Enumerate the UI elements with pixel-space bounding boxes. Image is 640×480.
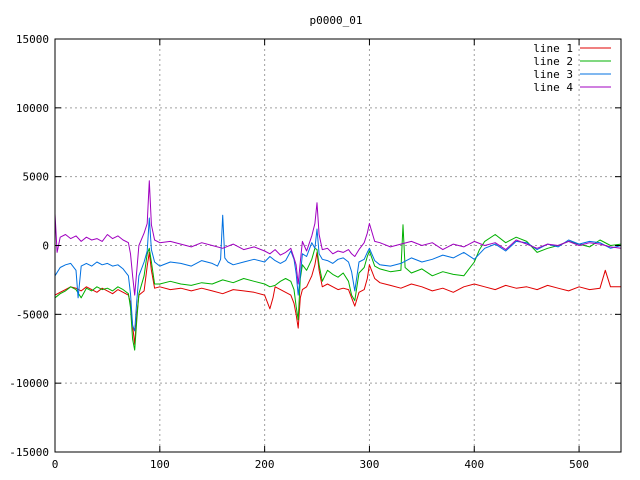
y-tick-label: -5000 — [16, 308, 49, 321]
y-tick-label: 10000 — [16, 102, 49, 115]
series-line-3 — [54, 214, 622, 332]
x-tick-label: 300 — [360, 458, 380, 471]
x-tick-label: 200 — [255, 458, 275, 471]
x-tick-label: 0 — [52, 458, 59, 471]
y-tick-label: 0 — [42, 240, 49, 253]
tick-labels: 0 100 200 300 400 500 -15000 -10000 -5000 0 5000 10… — [9, 33, 621, 471]
series-layer — [54, 180, 622, 351]
series-line-1 — [54, 251, 621, 346]
legend-label-4: line 4 — [533, 81, 573, 94]
grid — [55, 39, 621, 452]
y-tick-label: 15000 — [16, 33, 49, 46]
legend-label-2: line 2 — [533, 55, 573, 68]
legend-label-1: line 1 — [533, 42, 573, 55]
legend-label-3: line 3 — [533, 68, 573, 81]
chart-title: p0000_01 — [310, 14, 363, 27]
x-tick-label: 500 — [569, 458, 589, 471]
series-line-4 — [54, 180, 622, 296]
y-tick-label: 5000 — [23, 171, 50, 184]
x-tick-label: 100 — [150, 458, 170, 471]
y-tick-label: -10000 — [9, 377, 49, 390]
y-tick-label: -15000 — [9, 446, 49, 459]
series-line-2 — [54, 224, 622, 351]
x-tick-label: 400 — [464, 458, 484, 471]
